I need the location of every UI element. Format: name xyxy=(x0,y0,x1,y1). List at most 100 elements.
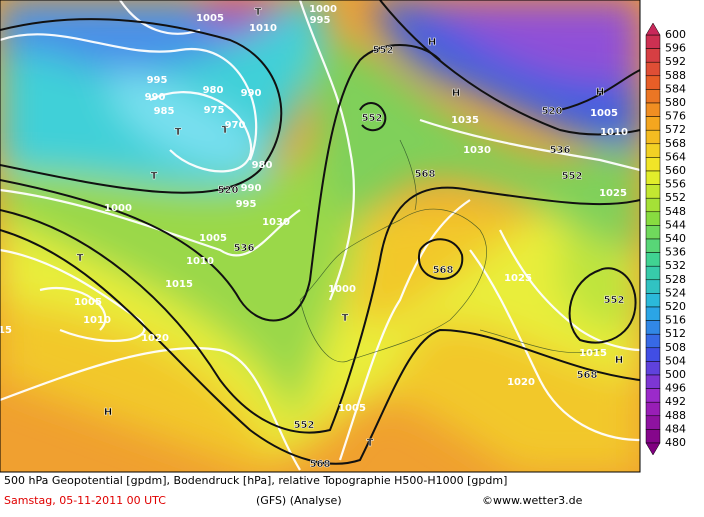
map-label: T xyxy=(175,127,182,138)
map-label: 520 xyxy=(218,185,239,196)
colorbar-cell xyxy=(645,388,661,403)
colorbar-label: 496 xyxy=(665,382,686,395)
colorbar-cell xyxy=(645,306,661,321)
map-label: 1000 xyxy=(104,203,132,214)
map-label: 1035 xyxy=(451,115,479,126)
map-label: 1015 xyxy=(165,279,193,290)
map-label: 568 xyxy=(415,169,436,180)
map-label: 1030 xyxy=(463,145,491,156)
map-label: 1010 xyxy=(83,315,111,326)
colorbar-cell xyxy=(645,293,661,308)
map-label: 995 xyxy=(147,75,168,86)
map-label: 1005 xyxy=(199,233,227,244)
colorbar-cell xyxy=(645,143,661,158)
map-label: 1025 xyxy=(599,188,627,199)
map-label: 1005 xyxy=(196,13,224,24)
colorbar-cell xyxy=(645,279,661,294)
map-label: 995 xyxy=(236,199,257,210)
map-label: H xyxy=(596,87,604,98)
map-label: 568 xyxy=(577,370,598,381)
colorbar-cell xyxy=(645,252,661,267)
colorbar-label: 520 xyxy=(665,300,686,313)
colorbar-label: 592 xyxy=(665,55,686,68)
map-label: 990 xyxy=(145,92,166,103)
map-label: 552 xyxy=(294,420,315,431)
map-label: 568 xyxy=(433,265,454,276)
colorbar-cell xyxy=(645,184,661,199)
colorbar-label: 568 xyxy=(665,137,686,150)
colorbar-cell xyxy=(645,34,661,49)
colorbar-cell xyxy=(645,320,661,335)
map-label: 970 xyxy=(225,120,246,131)
colorbar-cap xyxy=(645,442,661,456)
map-label: 1030 xyxy=(262,217,290,228)
colorbar-cell xyxy=(645,89,661,104)
colorbar-cell xyxy=(645,48,661,63)
colorbar-cell xyxy=(645,102,661,117)
map-label: 990 xyxy=(241,88,262,99)
colorbar-cell xyxy=(645,347,661,362)
caption-source: ©www.wetter3.de xyxy=(482,494,583,507)
map-label: T xyxy=(222,125,229,136)
map-label: 1005 xyxy=(338,403,366,414)
colorbar-cell xyxy=(645,374,661,389)
colorbar-cell xyxy=(645,197,661,213)
map-label: 1005 xyxy=(74,297,102,308)
map-label: 552 xyxy=(604,295,625,306)
colorbar-cell xyxy=(645,238,661,253)
map-label: 1005 xyxy=(590,108,618,119)
colorbar-label: 552 xyxy=(665,191,686,204)
map-label: H xyxy=(104,407,112,418)
map-label: 1020 xyxy=(507,377,535,388)
colorbar-cell xyxy=(645,129,661,145)
map-label: 1000 xyxy=(309,4,337,15)
colorbar-cell xyxy=(645,401,661,417)
colorbar-label: 504 xyxy=(665,354,686,367)
colorbar-label: 564 xyxy=(665,150,686,163)
colorbar-label: 544 xyxy=(665,218,686,231)
map-label: T xyxy=(151,171,158,182)
map-label: T xyxy=(367,438,374,449)
colorbar-cell xyxy=(645,225,661,240)
colorbar-label: 600 xyxy=(665,28,686,41)
map-label: 536 xyxy=(234,243,255,254)
colorbar-cell xyxy=(645,333,661,349)
map-label: T xyxy=(342,313,349,324)
colorbar-label: 584 xyxy=(665,82,686,95)
colorbar-cell xyxy=(645,415,661,430)
map-label: 995 xyxy=(310,15,331,26)
map-label: 568 xyxy=(310,459,331,470)
colorbar-label: 488 xyxy=(665,409,686,422)
map-label: 536 xyxy=(550,145,571,156)
colorbar-cell xyxy=(645,116,661,131)
colorbar-cell xyxy=(645,211,661,226)
colorbar-label: 548 xyxy=(665,205,686,218)
colorbar-label: 524 xyxy=(665,286,686,299)
colorbar-label: 492 xyxy=(665,395,686,408)
colorbar-cell xyxy=(645,157,661,172)
map-label: 1010 xyxy=(186,256,214,267)
map-label: 985 xyxy=(154,106,175,117)
colorbar-label: 528 xyxy=(665,273,686,286)
map-label: 552 xyxy=(373,45,394,56)
colorbar-label: 560 xyxy=(665,164,686,177)
map-label: 520 xyxy=(542,106,563,117)
map-label: 1010 xyxy=(249,23,277,34)
colorbar-label: 484 xyxy=(665,422,686,435)
colorbar-cell xyxy=(645,61,661,77)
colorbar-label: 532 xyxy=(665,259,686,272)
colorbar-label: 512 xyxy=(665,327,686,340)
map-label: 552 xyxy=(362,113,383,124)
colorbar-label: 588 xyxy=(665,69,686,82)
colorbar-cell xyxy=(645,361,661,376)
map-label: 1020 xyxy=(141,333,169,344)
map-label: 980 xyxy=(203,85,224,96)
map-label: 1010 xyxy=(600,127,628,138)
map: 552 552 552 552 552 568 568 568 568 520 520 536 536 H… xyxy=(0,0,640,472)
map-label: 975 xyxy=(204,105,225,116)
map-label: T xyxy=(77,253,84,264)
colorbar-label: 580 xyxy=(665,96,686,109)
map-label: 1000 xyxy=(328,284,356,295)
map-label: 990 xyxy=(241,183,262,194)
